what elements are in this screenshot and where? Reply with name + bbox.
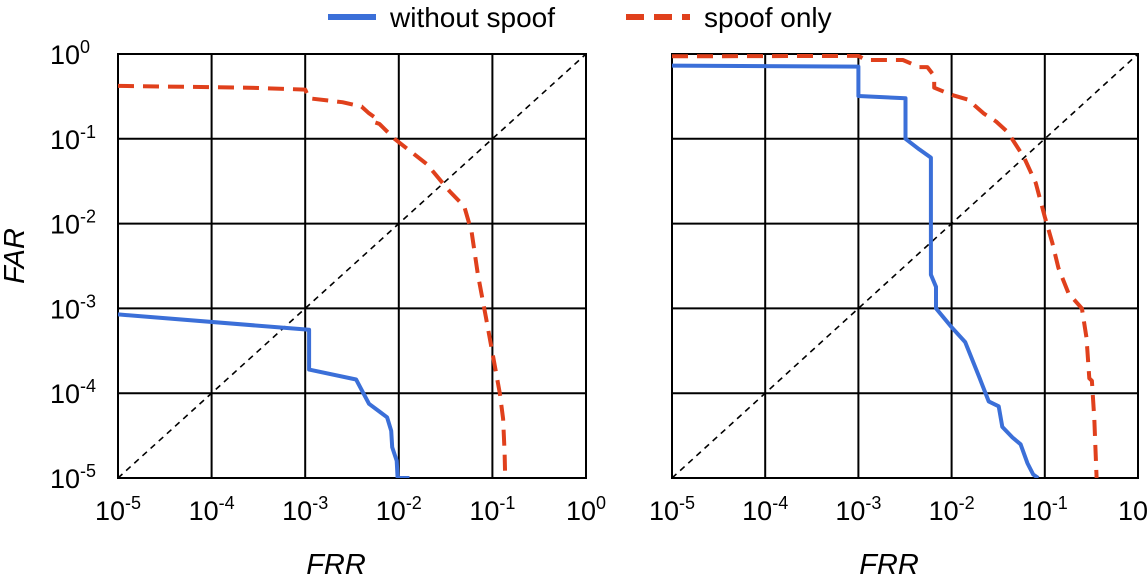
legend: without spoof spoof only <box>328 2 832 33</box>
x-tick-label: 100 <box>1118 493 1148 526</box>
series-line-spoof-only <box>118 83 508 478</box>
grid-lines <box>672 54 1138 478</box>
plot-frame <box>117 53 587 479</box>
y-axis-title: FAR <box>0 228 31 284</box>
x-tick-label: 10-1 <box>469 493 515 526</box>
x-tick-label: 100 <box>566 493 606 526</box>
plot-frame <box>671 53 1139 479</box>
y-tick-label: 10-1 <box>50 122 96 155</box>
x-tick-label: 10-1 <box>1022 493 1068 526</box>
y-tick-label: 10-5 <box>50 461 96 494</box>
x-tick-label: 10-5 <box>95 493 141 526</box>
series-line-without-spoof <box>672 63 1040 478</box>
series-line-spoof-only <box>672 54 1099 478</box>
series-line-without-spoof <box>118 312 410 478</box>
y-tick-label: 10-3 <box>50 291 96 324</box>
grid-lines <box>118 54 586 478</box>
x-axis-title: FRR <box>306 549 366 578</box>
y-tick-label: 100 <box>50 37 90 70</box>
x-tick-label: 10-4 <box>189 493 235 526</box>
x-tick-label: 10-4 <box>742 493 788 526</box>
y-tick-label: 10-4 <box>50 376 96 409</box>
x-tick-label: 10-5 <box>649 493 695 526</box>
panel-2: 10-5 10-4 10-3 10-2 10-1 100 FRR <box>649 53 1148 578</box>
x-tick-label: 10-3 <box>835 493 881 526</box>
x-tick-label: 10-3 <box>282 493 328 526</box>
x-axis-title: FRR <box>859 549 919 578</box>
legend-label-1: spoof only <box>704 2 832 33</box>
panel-1: 10-5 10-4 10-3 10-2 10-1 100 10-5 10-4 10-3 10-2 1… <box>0 37 606 578</box>
diagonal-reference-line <box>117 53 587 479</box>
y-tick-label: 10-2 <box>50 207 96 240</box>
x-tick-label: 10-2 <box>376 493 422 526</box>
x-tick-label: 10-2 <box>929 493 975 526</box>
legend-label-0: without spoof <box>389 2 555 33</box>
